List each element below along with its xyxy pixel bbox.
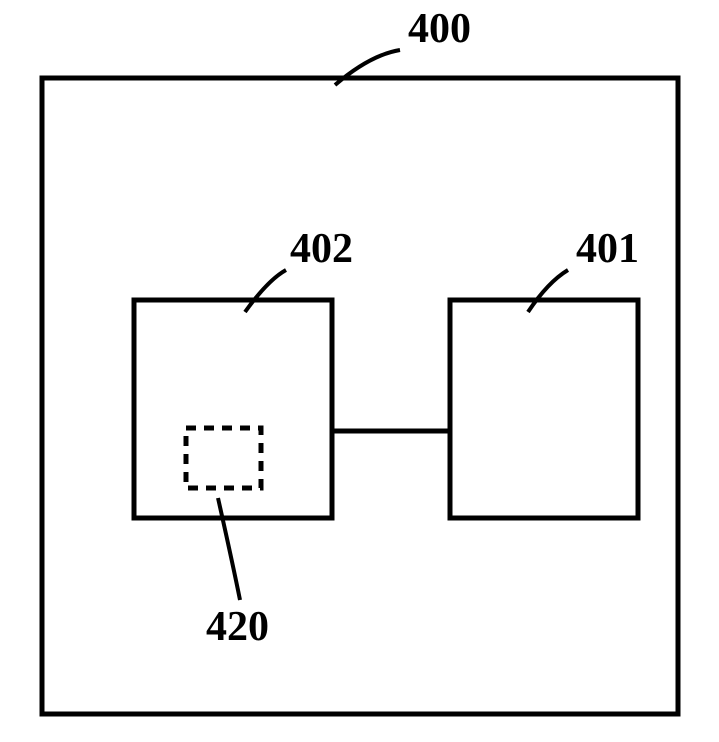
outer-box xyxy=(42,78,678,714)
box-401 xyxy=(450,300,638,518)
box-420-dashed xyxy=(186,428,261,488)
leader-402 xyxy=(245,270,286,312)
label-420: 420 xyxy=(206,604,269,650)
label-401: 401 xyxy=(576,226,639,272)
label-400: 400 xyxy=(408,6,471,52)
leader-401 xyxy=(528,270,568,312)
box-402 xyxy=(134,300,332,518)
leader-420 xyxy=(218,498,240,600)
diagram-svg: 400 402 401 420 xyxy=(0,0,719,742)
label-402: 402 xyxy=(290,226,353,272)
